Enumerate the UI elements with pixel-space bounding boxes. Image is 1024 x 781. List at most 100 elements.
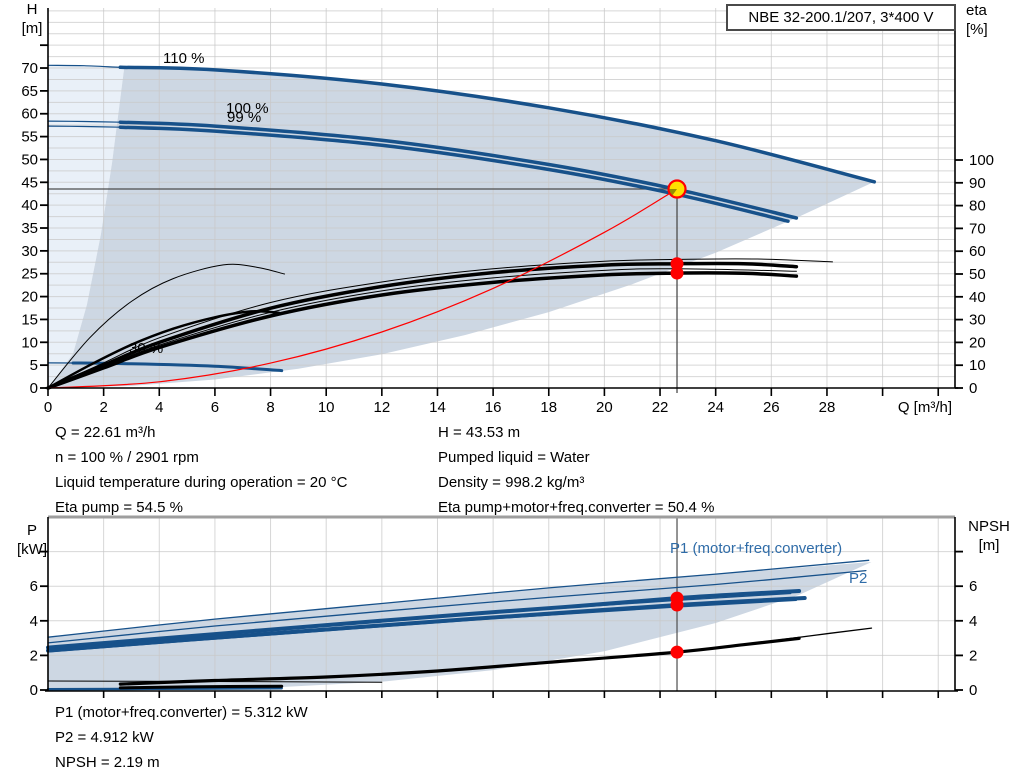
eta-pump-point <box>670 257 684 271</box>
svg-text:0: 0 <box>969 682 977 699</box>
curve-eta-pump <box>46 261 799 390</box>
svg-text:6: 6 <box>969 578 977 595</box>
svg-text:15: 15 <box>21 311 38 328</box>
info-head: H = 43.53 m <box>438 424 521 441</box>
npsh-axis-label: NPSH <box>968 518 1010 535</box>
svg-text:0: 0 <box>30 380 38 397</box>
svg-text:16: 16 <box>485 399 502 416</box>
svg-text:14: 14 <box>429 399 446 416</box>
curve-p1-100 <box>46 589 802 650</box>
svg-text:30: 30 <box>969 312 986 329</box>
curve-npsh-low-thin <box>47 680 383 683</box>
svg-text:26: 26 <box>763 399 780 416</box>
curve-p2-99-thin <box>47 599 797 653</box>
svg-text:0: 0 <box>969 380 977 397</box>
curve-p2-110-thin <box>47 569 867 644</box>
bottom-markers <box>670 591 684 659</box>
bottom-axes: 0 2 4 6 0 2 4 6 <box>30 515 977 699</box>
curve-label-99pct: 99 % <box>227 109 262 126</box>
svg-text:35: 35 <box>21 220 38 237</box>
info-npsh: NPSH = 2.19 m <box>55 754 160 771</box>
svg-text:2: 2 <box>30 647 38 664</box>
svg-text:50: 50 <box>969 266 986 283</box>
svg-text:40: 40 <box>969 289 986 306</box>
svg-text:10: 10 <box>969 357 986 374</box>
p2-point <box>670 598 684 612</box>
curve-npsh-thin-ext <box>742 627 873 646</box>
curve-speed-30 <box>71 361 284 373</box>
curve-p2-100 <box>46 596 807 653</box>
duty-point-marker[interactable] <box>667 179 687 199</box>
duty-point-wedge-icon <box>669 189 678 196</box>
info-eta-pump: Eta pump = 54.5 % <box>55 499 183 516</box>
curve-speed-110-lead <box>47 64 121 68</box>
top-markers <box>667 179 687 280</box>
svg-text:4: 4 <box>969 613 977 630</box>
svg-text:2: 2 <box>99 399 107 416</box>
svg-text:24: 24 <box>707 399 724 416</box>
svg-text:60: 60 <box>969 243 986 260</box>
p-axis-label: P <box>26 522 37 539</box>
svg-text:100: 100 <box>969 152 994 169</box>
curve-label-100pct: 100 % <box>226 100 269 117</box>
q-axis-label: Q [m³/h] <box>897 399 952 416</box>
fill-envelope-light <box>48 65 125 389</box>
svg-text:10: 10 <box>21 334 38 351</box>
svg-text:20: 20 <box>969 334 986 351</box>
svg-text:70: 70 <box>21 60 38 77</box>
curve-npsh <box>118 636 801 686</box>
npsh-point <box>670 645 684 659</box>
info-p2: P2 = 4.912 kW <box>55 729 154 746</box>
bottom-curves <box>46 559 873 691</box>
eta-axis-unit-label: [%] <box>966 21 988 38</box>
svg-text:4: 4 <box>155 399 163 416</box>
svg-text:18: 18 <box>540 399 557 416</box>
curve-eta-mid-thin <box>47 268 797 389</box>
svg-text:65: 65 <box>21 83 38 100</box>
info-p1: P1 (motor+freq.converter) = 5.312 kW <box>55 704 308 721</box>
curve-eta-arc-thin <box>47 263 285 389</box>
curve-speed-99-lead <box>47 125 121 128</box>
svg-text:30: 30 <box>21 243 38 260</box>
p-axis-unit-label: [kW] <box>17 541 47 558</box>
svg-text:6: 6 <box>211 399 219 416</box>
svg-text:12: 12 <box>373 399 390 416</box>
svg-text:2: 2 <box>969 647 977 664</box>
duty-crosshair <box>48 188 678 393</box>
curve-label-30pct: 30 % <box>129 340 164 357</box>
svg-text:10: 10 <box>318 399 335 416</box>
eta-axis-label: eta <box>966 2 987 19</box>
svg-text:6: 6 <box>30 578 38 595</box>
svg-text:45: 45 <box>21 174 38 191</box>
curve-eta-total <box>46 271 799 390</box>
svg-text:0: 0 <box>44 399 52 416</box>
svg-text:0: 0 <box>30 682 38 699</box>
curve-speed-110 <box>118 65 877 184</box>
svg-text:90: 90 <box>969 175 986 192</box>
curve-label-p2: P2 <box>849 570 868 587</box>
curve-label-110pct: 110 % <box>163 50 205 67</box>
svg-text:25: 25 <box>21 266 38 283</box>
curve-p1-110-thin <box>47 559 870 638</box>
curve-speed-100 <box>118 120 799 220</box>
curve-eta-110-thin <box>47 258 833 389</box>
curve-npsh-low-thick <box>118 684 284 690</box>
h-axis-label: H <box>26 1 38 18</box>
info-density: Density = 998.2 kg/m³ <box>438 474 585 491</box>
svg-text:4: 4 <box>30 613 38 630</box>
svg-text:80: 80 <box>969 198 986 215</box>
svg-text:5: 5 <box>30 357 38 374</box>
info-pumped-liquid: Pumped liquid = Water <box>438 449 590 466</box>
h-axis-unit-label: [m] <box>21 20 43 37</box>
info-speed: n = 100 % / 2901 rpm <box>55 449 199 466</box>
curve-label-p1: P1 (motor+freq.converter) <box>670 540 843 557</box>
curve-speed-100-lead <box>47 120 121 123</box>
fill-power-dark <box>48 562 872 690</box>
chart-gridlines <box>48 517 955 691</box>
pump-title-box: NBE 32-200.1/207, 3*400 V <box>726 4 956 31</box>
svg-text:22: 22 <box>652 399 669 416</box>
svg-text:20: 20 <box>21 289 38 306</box>
info-eta-total: Eta pump+motor+freq.converter = 50.4 % <box>438 499 715 516</box>
